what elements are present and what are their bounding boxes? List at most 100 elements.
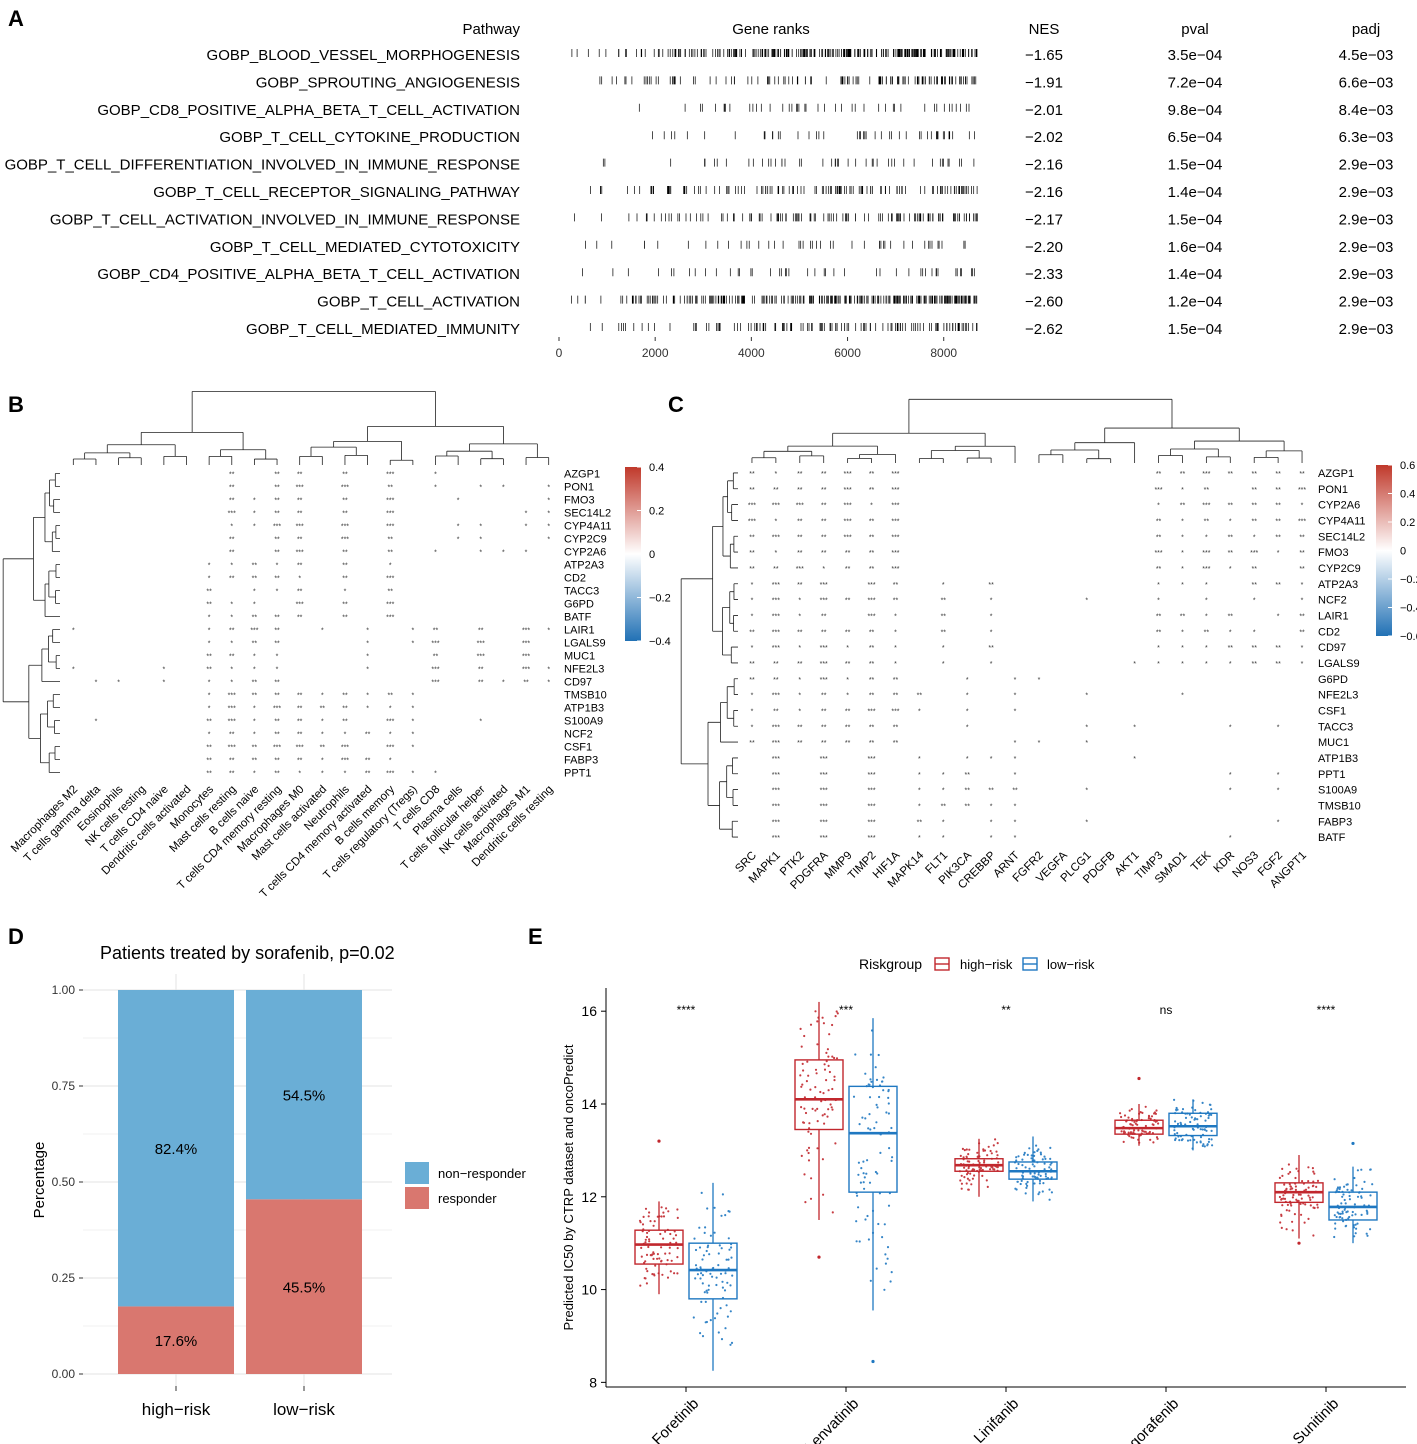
y-tick-label: 1.00 (52, 983, 76, 997)
significance-star: ** (964, 772, 970, 779)
significance-label: *** (839, 1003, 853, 1017)
significance-star: *** (1298, 487, 1306, 494)
significance-star: * (1133, 756, 1136, 763)
significance-star: ** (1156, 518, 1162, 525)
significance-star: ** (773, 487, 779, 494)
significance-star: *** (820, 582, 828, 589)
significance-star: ** (297, 472, 303, 479)
row-label: PPT1 (1318, 769, 1346, 781)
significance-star: * (411, 732, 414, 739)
significance-star: * (966, 693, 969, 700)
significance-star: * (411, 719, 414, 726)
significance-star: * (846, 645, 849, 652)
significance-star: * (918, 708, 921, 715)
significance-star: *** (228, 745, 236, 752)
row-label: FABP3 (1318, 816, 1352, 828)
significance-star: * (547, 667, 550, 674)
significance-star: ** (821, 740, 827, 747)
row-label: NCF2 (564, 729, 593, 741)
gene-rank-ticks (590, 186, 978, 194)
significance-star: *** (867, 598, 875, 605)
significance-star: * (1301, 503, 1304, 510)
significance-star: ** (274, 511, 280, 518)
significance-star: ** (274, 719, 280, 726)
significance-star: * (990, 598, 993, 605)
significance-star: * (1229, 566, 1232, 573)
significance-star: *** (522, 667, 530, 674)
significance-star: * (253, 589, 256, 596)
bar-non-responder (246, 990, 362, 1200)
row-label: G6PD (564, 599, 594, 611)
significance-star: ** (821, 518, 827, 525)
significance-star: *** (772, 613, 780, 620)
significance-star: ** (229, 771, 235, 778)
significance-star: ** (845, 661, 851, 668)
pval-value: 9.8e−04 (1168, 102, 1223, 119)
padj-value: 2.9e−03 (1339, 157, 1394, 174)
significance-star: ** (797, 471, 803, 478)
significance-star: * (479, 719, 482, 726)
significance-star: * (1014, 772, 1017, 779)
row-label: ATP2A3 (564, 560, 604, 572)
significance-star: ** (297, 511, 303, 518)
significance-star: ** (206, 654, 212, 661)
row-label: CSF1 (1318, 705, 1346, 717)
significance-star: ** (869, 724, 875, 731)
significance-star: *** (891, 534, 899, 541)
significance-star: * (1014, 819, 1017, 826)
significance-star: * (72, 667, 75, 674)
significance-star: *** (772, 835, 780, 842)
significance-star: * (298, 771, 301, 778)
significance-star: * (230, 563, 233, 570)
significance-star: *** (431, 641, 439, 648)
significance-star: * (1157, 661, 1160, 668)
col-header: padj (1352, 21, 1380, 38)
panel-d-stacked-bar: 0.00 0.25 0.50 0.75 1.00 17.6% 82.4% high−risk 4… (31, 943, 526, 1419)
significance-star: ** (1156, 471, 1162, 478)
significance-star: ** (342, 602, 348, 609)
pathway-label: GOBP_CD4_POSITIVE_ALPHA_BETA_T_CELL_ACTI… (97, 266, 520, 283)
significance-star: *** (477, 654, 485, 661)
significance-star: * (366, 706, 369, 713)
significance-star: * (1085, 740, 1088, 747)
significance-star: * (1229, 661, 1232, 668)
row-label: CYP2C9 (564, 534, 607, 546)
significance-star: *** (273, 745, 281, 752)
significance-star: ** (869, 487, 875, 494)
chart-title: Patients treated by sorafenib, p=0.02 (100, 943, 395, 963)
significance-star: * (1133, 661, 1136, 668)
significance-star: ** (252, 758, 258, 765)
panel-label-d: D (8, 924, 24, 949)
significance-star: * (525, 524, 528, 531)
row-label: CD2 (564, 573, 586, 585)
significance-star: ** (1228, 471, 1234, 478)
significance-star: ** (1251, 487, 1257, 494)
significance-star: *** (386, 615, 394, 622)
padj-value: 6.6e−03 (1339, 74, 1394, 91)
significance-star: ** (1251, 518, 1257, 525)
significance-star: ** (821, 693, 827, 700)
significance-star: ** (274, 628, 280, 635)
row-label: TACC3 (1318, 721, 1353, 733)
pval-value: 1.5e−04 (1168, 157, 1223, 174)
significance-star: * (846, 693, 849, 700)
significance-star: ** (1299, 550, 1305, 557)
significance-star: *** (891, 550, 899, 557)
significance-star: ** (893, 598, 899, 605)
row-label: BATF (564, 612, 592, 624)
row-label: NFE2L3 (1318, 690, 1358, 702)
significance-star: *** (273, 706, 281, 713)
significance-star: ** (1251, 582, 1257, 589)
significance-star: * (918, 803, 921, 810)
significance-star: ** (229, 576, 235, 583)
significance-star: *** (386, 472, 394, 479)
significance-star: * (253, 706, 256, 713)
legend-key-non-responder (405, 1162, 429, 1184)
significance-star: *** (386, 511, 394, 518)
gene-rank-ticks (599, 76, 977, 85)
significance-star: * (918, 788, 921, 795)
significance-star: * (1014, 693, 1017, 700)
significance-star: ** (821, 534, 827, 541)
bar-label: 82.4% (155, 1141, 198, 1158)
